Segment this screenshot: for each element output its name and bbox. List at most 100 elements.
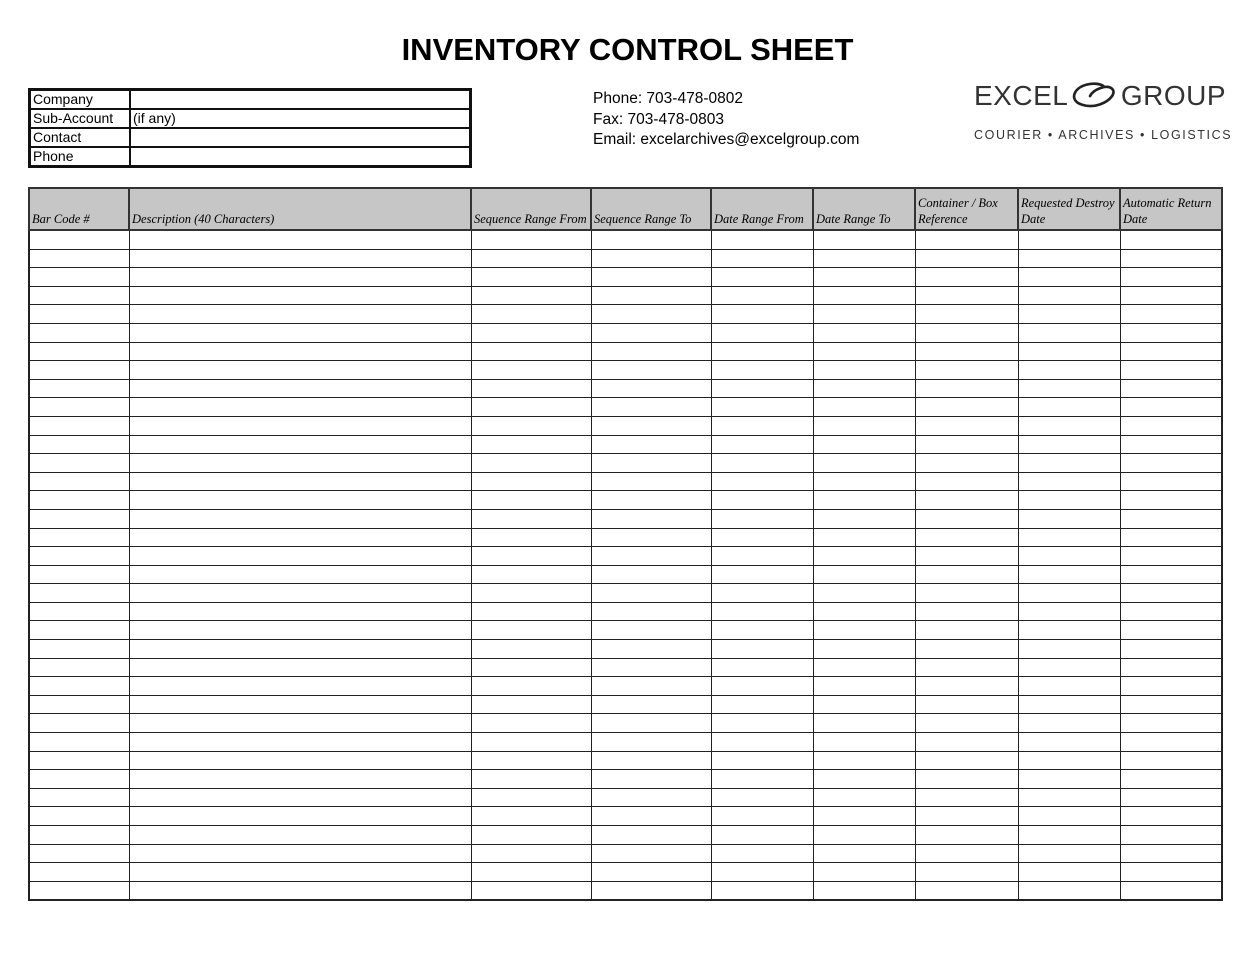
table-cell[interactable] bbox=[28, 750, 130, 771]
table-cell[interactable] bbox=[590, 229, 712, 250]
table-cell[interactable] bbox=[1119, 267, 1223, 287]
table-cell[interactable] bbox=[812, 825, 916, 845]
table-cell[interactable] bbox=[128, 471, 472, 492]
table-cell[interactable] bbox=[1119, 732, 1223, 752]
table-cell[interactable] bbox=[590, 787, 712, 808]
table-cell[interactable] bbox=[470, 397, 592, 417]
table-cell[interactable] bbox=[710, 713, 814, 734]
table-cell[interactable] bbox=[1119, 341, 1223, 362]
table-cell[interactable] bbox=[590, 732, 712, 752]
table-cell[interactable] bbox=[1017, 378, 1121, 399]
table-cell[interactable] bbox=[28, 713, 130, 734]
table-cell[interactable] bbox=[590, 769, 712, 789]
table-cell[interactable] bbox=[1017, 527, 1121, 548]
table-cell[interactable] bbox=[1017, 304, 1121, 324]
table-cell[interactable] bbox=[710, 564, 814, 585]
table-cell[interactable] bbox=[28, 862, 130, 882]
table-cell[interactable] bbox=[128, 564, 472, 585]
table-cell[interactable] bbox=[710, 750, 814, 771]
table-cell[interactable] bbox=[812, 415, 916, 436]
table-cell[interactable] bbox=[590, 285, 712, 306]
table-cell[interactable] bbox=[710, 769, 814, 789]
table-cell[interactable] bbox=[812, 862, 916, 882]
table-cell[interactable] bbox=[28, 583, 130, 603]
table-cell[interactable] bbox=[1119, 453, 1223, 473]
table-cell[interactable] bbox=[710, 248, 814, 269]
table-cell[interactable] bbox=[470, 583, 592, 603]
table-cell[interactable] bbox=[710, 806, 814, 826]
table-cell[interactable] bbox=[470, 229, 592, 250]
table-cell[interactable] bbox=[28, 639, 130, 659]
table-cell[interactable] bbox=[128, 248, 472, 269]
table-cell[interactable] bbox=[710, 787, 814, 808]
table-cell[interactable] bbox=[128, 341, 472, 362]
table-cell[interactable] bbox=[1017, 341, 1121, 362]
table-cell[interactable] bbox=[470, 248, 592, 269]
table-cell[interactable] bbox=[914, 862, 1019, 882]
table-cell[interactable] bbox=[28, 564, 130, 585]
table-cell[interactable] bbox=[1119, 546, 1223, 566]
table-cell[interactable] bbox=[28, 769, 130, 789]
table-cell[interactable] bbox=[128, 787, 472, 808]
table-cell[interactable] bbox=[812, 806, 916, 826]
table-cell[interactable] bbox=[812, 322, 916, 343]
table-cell[interactable] bbox=[914, 341, 1019, 362]
table-cell[interactable] bbox=[812, 732, 916, 752]
table-cell[interactable] bbox=[128, 527, 472, 548]
table-cell[interactable] bbox=[128, 453, 472, 473]
table-cell[interactable] bbox=[470, 360, 592, 380]
table-cell[interactable] bbox=[812, 750, 916, 771]
table-cell[interactable] bbox=[590, 862, 712, 882]
table-cell[interactable] bbox=[590, 620, 712, 641]
table-cell[interactable] bbox=[914, 564, 1019, 585]
table-cell[interactable] bbox=[812, 676, 916, 696]
table-cell[interactable] bbox=[470, 471, 592, 492]
table-cell[interactable] bbox=[710, 304, 814, 324]
table-cell[interactable] bbox=[470, 713, 592, 734]
table-cell[interactable] bbox=[28, 843, 130, 864]
table-cell[interactable] bbox=[914, 769, 1019, 789]
table-cell[interactable] bbox=[710, 862, 814, 882]
table-cell[interactable] bbox=[128, 862, 472, 882]
table-cell[interactable] bbox=[914, 471, 1019, 492]
table-cell[interactable] bbox=[812, 620, 916, 641]
table-cell[interactable] bbox=[1119, 676, 1223, 696]
table-cell[interactable] bbox=[1119, 769, 1223, 789]
table-cell[interactable] bbox=[710, 546, 814, 566]
table-cell[interactable] bbox=[710, 732, 814, 752]
table-cell[interactable] bbox=[710, 322, 814, 343]
table-cell[interactable] bbox=[470, 694, 592, 715]
table-cell[interactable] bbox=[1119, 639, 1223, 659]
table-cell[interactable] bbox=[470, 750, 592, 771]
table-cell[interactable] bbox=[710, 601, 814, 622]
table-cell[interactable] bbox=[28, 471, 130, 492]
table-cell[interactable] bbox=[812, 787, 916, 808]
table-cell[interactable] bbox=[710, 620, 814, 641]
table-cell[interactable] bbox=[1017, 415, 1121, 436]
table-cell[interactable] bbox=[914, 267, 1019, 287]
table-cell[interactable] bbox=[590, 583, 712, 603]
table-cell[interactable] bbox=[590, 825, 712, 845]
table-cell[interactable] bbox=[710, 694, 814, 715]
table-cell[interactable] bbox=[128, 657, 472, 678]
table-cell[interactable] bbox=[1119, 360, 1223, 380]
table-cell[interactable] bbox=[28, 341, 130, 362]
table-cell[interactable] bbox=[28, 229, 130, 250]
table-cell[interactable] bbox=[590, 880, 712, 901]
table-cell[interactable] bbox=[1017, 732, 1121, 752]
table-cell[interactable] bbox=[28, 508, 130, 529]
table-cell[interactable] bbox=[1017, 229, 1121, 250]
table-cell[interactable] bbox=[470, 862, 592, 882]
table-cell[interactable] bbox=[1119, 806, 1223, 826]
table-cell[interactable] bbox=[812, 360, 916, 380]
table-cell[interactable] bbox=[470, 341, 592, 362]
table-cell[interactable] bbox=[128, 843, 472, 864]
table-cell[interactable] bbox=[590, 267, 712, 287]
table-cell[interactable] bbox=[812, 583, 916, 603]
table-cell[interactable] bbox=[590, 360, 712, 380]
table-cell[interactable] bbox=[1017, 862, 1121, 882]
table-cell[interactable] bbox=[1119, 322, 1223, 343]
table-cell[interactable] bbox=[914, 676, 1019, 696]
table-cell[interactable] bbox=[812, 657, 916, 678]
table-cell[interactable] bbox=[1017, 248, 1121, 269]
